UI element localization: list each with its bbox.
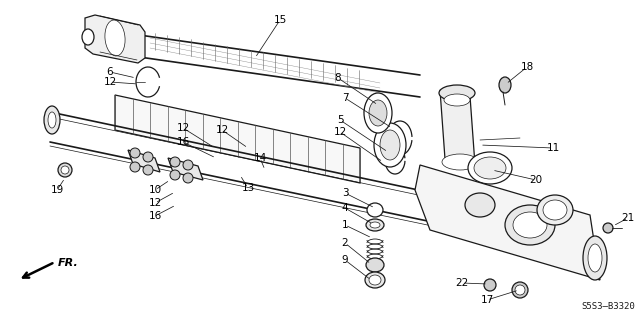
Text: 12: 12 (104, 77, 116, 87)
Text: 12: 12 (177, 123, 189, 133)
Polygon shape (85, 15, 145, 63)
Ellipse shape (512, 282, 528, 298)
Ellipse shape (44, 106, 60, 134)
Text: 12: 12 (148, 198, 162, 208)
Text: 1: 1 (342, 220, 348, 230)
Ellipse shape (474, 157, 506, 179)
Text: 7: 7 (342, 93, 348, 103)
Ellipse shape (366, 258, 384, 272)
Ellipse shape (583, 236, 607, 280)
Ellipse shape (105, 20, 125, 56)
Ellipse shape (366, 219, 384, 231)
Text: 4: 4 (342, 203, 348, 213)
Text: 8: 8 (335, 73, 341, 83)
Ellipse shape (499, 77, 511, 93)
Text: S5S3–B3320: S5S3–B3320 (581, 302, 635, 311)
Ellipse shape (374, 123, 406, 167)
Text: 22: 22 (456, 278, 468, 288)
Ellipse shape (439, 85, 475, 101)
Ellipse shape (170, 157, 180, 167)
Ellipse shape (130, 148, 140, 158)
Text: 11: 11 (547, 143, 559, 153)
Ellipse shape (588, 244, 602, 272)
Ellipse shape (543, 200, 567, 220)
Ellipse shape (183, 173, 193, 183)
Polygon shape (115, 95, 360, 183)
Text: 9: 9 (342, 255, 348, 265)
Text: 20: 20 (529, 175, 543, 185)
Polygon shape (440, 90, 475, 165)
Text: 21: 21 (621, 213, 635, 223)
Ellipse shape (442, 154, 478, 170)
Ellipse shape (370, 222, 380, 228)
Ellipse shape (364, 93, 392, 133)
Text: 3: 3 (342, 188, 348, 198)
Ellipse shape (369, 100, 387, 126)
Ellipse shape (505, 205, 555, 245)
Text: 17: 17 (481, 295, 493, 305)
Ellipse shape (468, 152, 512, 184)
Polygon shape (415, 165, 600, 280)
Text: 19: 19 (51, 185, 63, 195)
Ellipse shape (61, 166, 69, 174)
Text: 16: 16 (177, 137, 189, 147)
Text: 10: 10 (148, 185, 161, 195)
Ellipse shape (82, 29, 94, 45)
Ellipse shape (537, 195, 573, 225)
Ellipse shape (89, 28, 97, 50)
Text: 14: 14 (253, 153, 267, 163)
Ellipse shape (367, 203, 383, 217)
Ellipse shape (58, 163, 72, 177)
Ellipse shape (369, 275, 381, 285)
Ellipse shape (130, 162, 140, 172)
Text: 6: 6 (107, 67, 113, 77)
Ellipse shape (143, 152, 153, 162)
Polygon shape (128, 150, 160, 172)
Text: 13: 13 (241, 183, 255, 193)
Ellipse shape (48, 112, 56, 128)
Text: FR.: FR. (58, 258, 79, 268)
Ellipse shape (444, 94, 470, 106)
Text: 2: 2 (342, 238, 348, 248)
Text: 12: 12 (216, 125, 228, 135)
Ellipse shape (170, 170, 180, 180)
Text: 18: 18 (520, 62, 534, 72)
Ellipse shape (603, 223, 613, 233)
Ellipse shape (183, 160, 193, 170)
Text: 15: 15 (273, 15, 287, 25)
Ellipse shape (380, 130, 400, 160)
Polygon shape (168, 158, 203, 180)
Ellipse shape (513, 212, 547, 238)
Ellipse shape (365, 272, 385, 288)
Ellipse shape (484, 279, 496, 291)
Ellipse shape (515, 285, 525, 295)
Text: 12: 12 (333, 127, 347, 137)
Ellipse shape (465, 193, 495, 217)
Text: 16: 16 (148, 211, 162, 221)
Ellipse shape (143, 165, 153, 175)
Text: 5: 5 (337, 115, 343, 125)
